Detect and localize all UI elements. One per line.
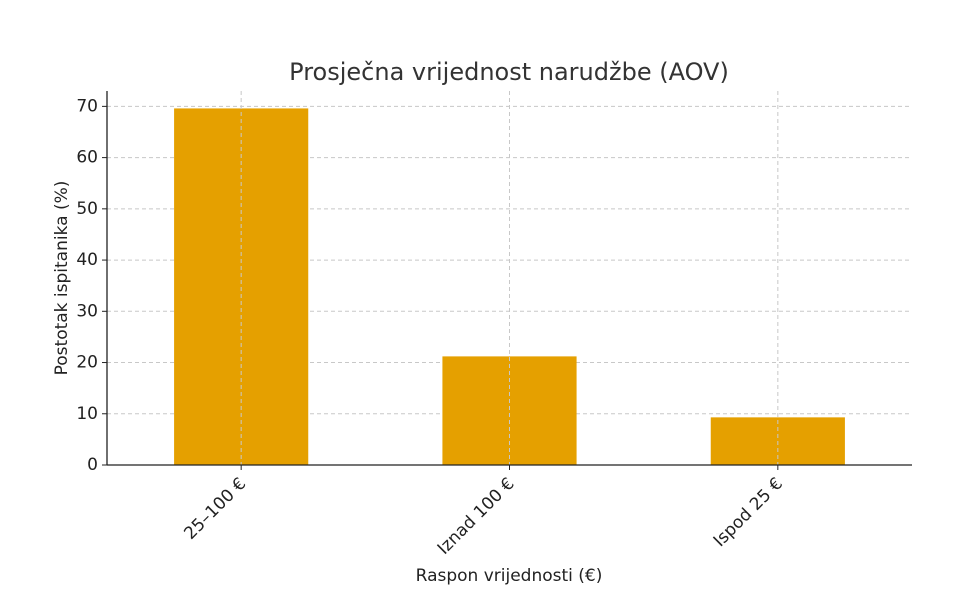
- x-axis-label: Raspon vrijednosti (€): [416, 566, 603, 586]
- y-tick-label: 10: [76, 404, 98, 424]
- y-axis-label: Postotak ispitanika (%): [52, 181, 72, 376]
- x-tick-label: Iznad 100 €: [434, 474, 519, 559]
- y-tick-label: 70: [76, 96, 98, 116]
- y-tick-label: 30: [76, 301, 98, 321]
- y-tick-label: 50: [76, 199, 98, 219]
- y-tick-label: 0: [87, 455, 98, 475]
- y-tick-label: 20: [76, 353, 98, 373]
- x-tick-label: 25–100 €: [180, 474, 250, 544]
- bar: [174, 108, 309, 465]
- y-tick-label: 40: [76, 250, 98, 270]
- chart-title: Prosječna vrijednost narudžbe (AOV): [289, 58, 729, 86]
- y-tick-label: 60: [76, 148, 98, 168]
- x-tick-label: Ispod 25 €: [710, 474, 787, 551]
